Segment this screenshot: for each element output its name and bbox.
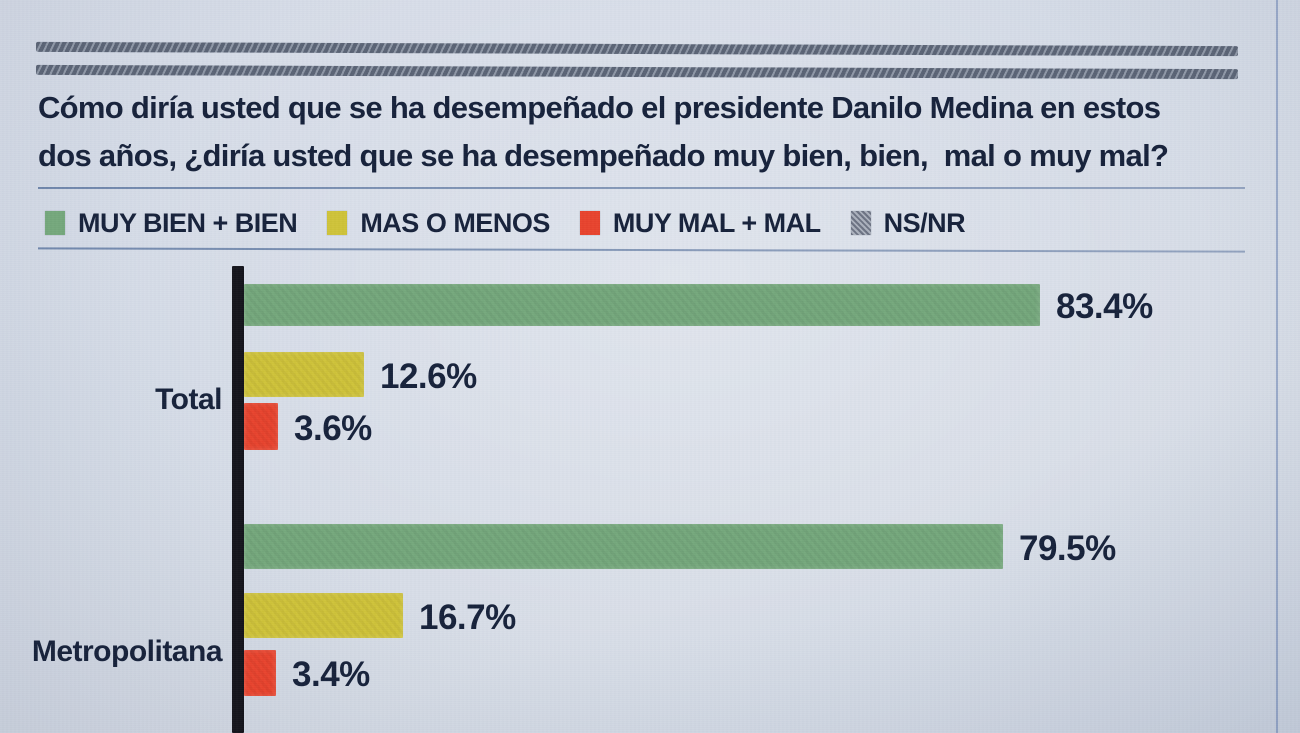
y-axis-line <box>232 266 244 733</box>
legend-swatch-ns-nr <box>850 211 871 235</box>
bar-total-muy-bien-bien <box>244 284 1040 326</box>
rule-below-legend <box>37 247 1246 253</box>
bar-metropolitana-muy-mal-mal <box>244 650 276 696</box>
legend-label: MUY BIEN + BIEN <box>78 207 298 238</box>
legend-swatch-muy-mal-mal <box>579 211 600 235</box>
title-line-2: dos años, ¿diría usted que se ha desempe… <box>38 138 1169 173</box>
top-double-rule-upper <box>35 41 1239 57</box>
category-label-total: Total <box>155 383 222 416</box>
bar-total-muy-mal-mal <box>244 403 278 450</box>
legend-label: NS/NR <box>883 207 966 238</box>
legend: MUY BIEN + BIEN MAS O MENOS MUY MAL + MAL N… <box>45 202 966 244</box>
legend-label: MUY MAL + MAL <box>612 207 821 238</box>
value-label-metropolitana-muy-mal-mal: 3.4% <box>292 655 370 694</box>
value-label-metropolitana-muy-bien-bien: 79.5% <box>1019 528 1116 568</box>
legend-item-ns-nr: NS/NR <box>850 207 966 239</box>
bar-metropolitana-muy-bien-bien <box>244 524 1003 569</box>
legend-item-muy-mal-mal: MUY MAL + MAL <box>579 207 821 239</box>
value-label-total-muy-bien-bien: 83.4% <box>1056 287 1153 326</box>
category-label-metropolitana: Metropolitana <box>31 635 223 668</box>
legend-item-muy-bien-bien: MUY BIEN + BIEN <box>45 207 298 239</box>
title-line-1: Cómo diría usted que se ha desempeñado e… <box>38 90 1161 125</box>
bar-total-mas-o-menos <box>244 352 364 397</box>
top-double-rule-lower <box>35 64 1239 80</box>
legend-label: MAS O MENOS <box>360 207 550 238</box>
rule-above-legend <box>38 187 1245 189</box>
chart-question-title: Cómo diría usted que se ha desempeñado e… <box>38 84 1268 180</box>
value-label-total-mas-o-menos: 12.6% <box>380 356 477 396</box>
value-label-total-muy-mal-mal: 3.6% <box>294 408 372 448</box>
bar-metropolitana-mas-o-menos <box>244 593 403 638</box>
legend-item-mas-o-menos: MAS O MENOS <box>327 208 550 239</box>
legend-swatch-muy-bien-bien <box>45 211 65 235</box>
legend-swatch-mas-o-menos <box>327 211 348 235</box>
value-label-metropolitana-mas-o-menos: 16.7% <box>419 597 516 637</box>
column-divider-line <box>1276 0 1278 733</box>
